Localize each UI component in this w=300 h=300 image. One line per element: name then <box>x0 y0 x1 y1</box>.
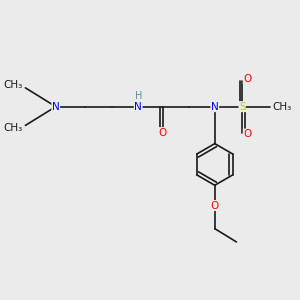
Text: N: N <box>134 102 142 112</box>
Text: CH₃: CH₃ <box>3 123 22 133</box>
Text: O: O <box>243 129 252 139</box>
Text: O: O <box>159 128 167 138</box>
Text: CH₃: CH₃ <box>3 80 22 90</box>
Text: H: H <box>135 91 142 100</box>
Text: O: O <box>211 200 219 211</box>
Text: CH₃: CH₃ <box>272 102 291 112</box>
Text: N: N <box>211 102 219 112</box>
Text: S: S <box>239 102 245 112</box>
Text: O: O <box>243 74 252 84</box>
Text: N: N <box>52 102 60 112</box>
